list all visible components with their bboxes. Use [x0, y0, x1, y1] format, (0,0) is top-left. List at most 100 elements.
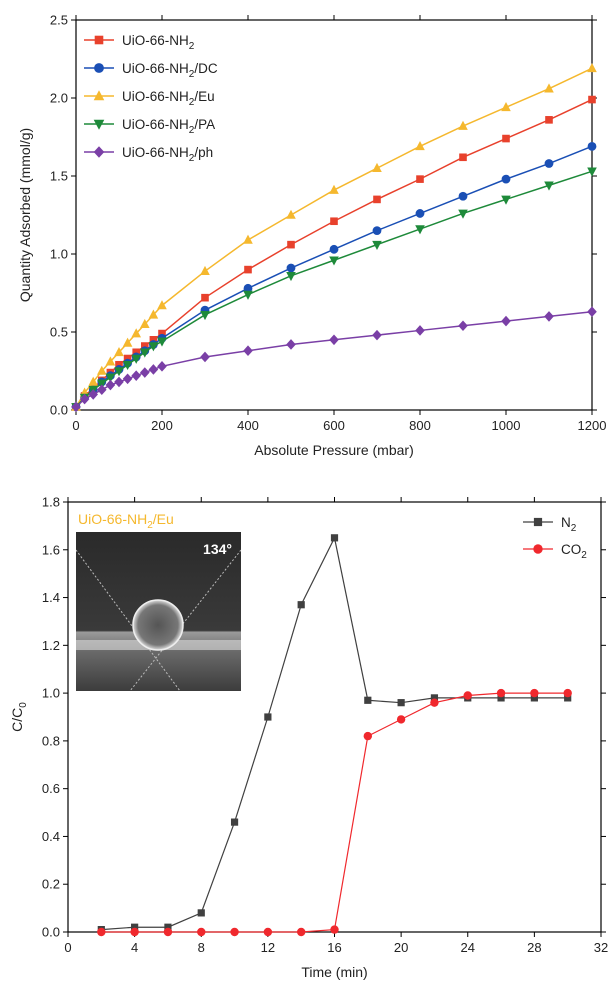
legend-marker [533, 517, 543, 527]
inset-title-sub: 2 [147, 520, 153, 531]
data-point [463, 691, 472, 700]
data-point [122, 360, 133, 371]
y-tick-label: 1.8 [42, 495, 60, 510]
series-line [75, 310, 593, 408]
data-point [122, 337, 133, 347]
x-tick-label: 28 [527, 940, 541, 955]
y-tick-label: 0.0 [50, 403, 68, 418]
x-tick-label: 4 [131, 940, 138, 955]
legend-label-suffix: /DC [194, 61, 218, 76]
data-point [131, 354, 141, 364]
data-point [197, 909, 205, 917]
data-point [396, 715, 406, 724]
series-4 [71, 306, 597, 413]
x-tick-label: 200 [151, 418, 173, 433]
legend-label-main: UiO-66-NH [122, 145, 189, 160]
inset-title-main: UiO-66-NH [78, 511, 147, 527]
y-tick-label: 1.0 [42, 686, 60, 701]
data-point [286, 263, 296, 273]
plot-frame [75, 19, 593, 411]
data-point [330, 925, 339, 934]
y-tick-label: 1.2 [42, 638, 60, 653]
data-point [544, 83, 554, 93]
series-0 [72, 95, 596, 411]
contact-angle-inset: 134° UiO-66-NH2/Eu [76, 511, 241, 691]
data-point [148, 342, 159, 352]
data-point [544, 181, 554, 191]
data-point [286, 209, 296, 219]
data-point [587, 167, 597, 177]
data-point [458, 120, 468, 130]
data-point [330, 534, 339, 542]
data-point [230, 818, 239, 826]
data-point [88, 376, 98, 386]
data-point [131, 923, 139, 931]
data-point [587, 63, 597, 73]
y-axis-title: Quantity Adsorbed (mmol/g) [17, 128, 33, 302]
data-point [415, 141, 425, 151]
data-point [329, 256, 339, 266]
legend-label-sub: 2 [581, 550, 587, 561]
legend-label-suffix: /ph [194, 145, 213, 160]
legend-label: N2 [561, 515, 577, 534]
data-point [530, 694, 538, 702]
legend-label-sub: 2 [189, 41, 195, 52]
x-tick-label: 1000 [492, 418, 521, 433]
data-point [243, 234, 253, 244]
data-point [105, 379, 116, 391]
data-point [97, 384, 107, 396]
inset-guide-line-1 [76, 549, 181, 691]
series-line [101, 692, 568, 933]
x-tick-label: 600 [323, 418, 345, 433]
data-point [71, 401, 81, 413]
data-point [364, 696, 372, 704]
data-point [114, 346, 124, 357]
data-point [415, 325, 425, 336]
data-point [564, 694, 572, 702]
data-point [140, 367, 150, 378]
data-point [530, 688, 539, 698]
data-point [430, 698, 439, 707]
data-point [497, 694, 505, 702]
data-point [244, 265, 252, 274]
y-tick-label: 0.8 [42, 733, 60, 748]
inset-title: UiO-66-NH2/Eu [78, 511, 174, 531]
data-point [458, 209, 468, 219]
legend-label: UiO-66-NH2 [122, 33, 195, 52]
inset-water-droplet [132, 599, 184, 651]
legend-label-sub: 2 [189, 153, 195, 164]
legend-label-suffix: /Eu [194, 89, 214, 104]
breakthrough-chart: 0 4 8 12 16 20 24 28 320.00.20.40.60.81.01.21.41… [9, 495, 608, 981]
data-point [363, 731, 373, 741]
data-point [243, 290, 253, 300]
data-point [496, 688, 506, 698]
data-point [123, 354, 132, 363]
data-point [372, 240, 382, 250]
legend-label-main: N [561, 515, 571, 530]
data-point [148, 309, 159, 319]
y-tick-label: 1.0 [50, 247, 68, 262]
legend-label-main: CO [561, 542, 581, 557]
data-point [587, 141, 597, 151]
y-tick-label: 1.6 [42, 542, 60, 557]
data-point [114, 376, 124, 388]
x-tick-label: 1200 [578, 418, 607, 433]
y-tick-label: 2.0 [50, 91, 68, 106]
y-tick-label: 0.4 [42, 829, 60, 844]
data-point [88, 389, 98, 400]
legend-label-sub: 2 [189, 69, 195, 80]
legend-label: UiO-66-NH2/ph [122, 145, 213, 164]
data-point [297, 601, 305, 609]
data-point [501, 195, 511, 205]
data-point [163, 927, 173, 937]
inset-guide-line-2 [129, 549, 241, 691]
legend-label-sub: 2 [571, 523, 577, 534]
legend-label-main: UiO-66-NH [122, 117, 189, 132]
data-point [131, 370, 141, 381]
inset-title-suffix: /Eu [153, 511, 174, 527]
y-axis-title-sub: 0 [18, 702, 29, 708]
legend-marker [93, 146, 105, 158]
data-point [588, 95, 596, 104]
data-point [97, 365, 107, 375]
